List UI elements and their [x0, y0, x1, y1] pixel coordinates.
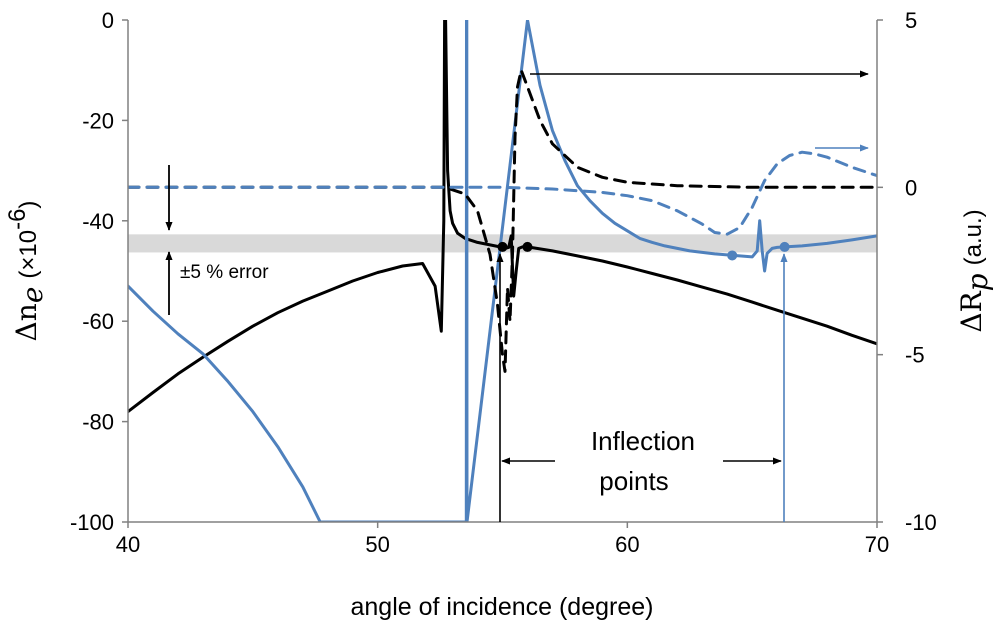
inflection-label-line2: points	[599, 466, 668, 496]
marker-layer	[497, 241, 790, 261]
series-layer	[128, 20, 877, 522]
error-band-label: ±5 % error	[180, 262, 269, 283]
y-left-tick-label: -80	[82, 410, 114, 435]
inflection-marker-1	[497, 241, 508, 252]
x-tick-label: 70	[865, 532, 889, 557]
y-left-exponent: -6	[4, 209, 31, 230]
y-left-close: )	[15, 201, 42, 209]
inflection-marker-4	[779, 241, 790, 252]
y-right-tick-label: 5	[905, 8, 917, 33]
y-right-tick-label: 0	[905, 175, 917, 200]
y-left-tick-label: -100	[70, 510, 114, 535]
y-right-tick-label: -5	[905, 343, 925, 368]
y-left-subscript: e	[16, 287, 49, 304]
y-right-units: (a.u.)	[960, 209, 987, 265]
y-right-subscript: p	[961, 273, 994, 291]
series-line-2	[128, 20, 877, 522]
inflection-label-line1: Inflection	[591, 426, 695, 456]
series-line-4	[128, 150, 877, 236]
y-left-tick-label: 0	[102, 8, 114, 33]
y-left-symbol: Δn	[10, 303, 43, 341]
y-axis-title-left: Δne (×10-6)	[4, 201, 49, 342]
inflection-marker-2	[522, 241, 533, 252]
y-axis-title-right: ΔRp (a.u.)	[955, 209, 994, 332]
y-right-tick-label: -10	[905, 510, 937, 535]
y-left-tick-label: -60	[82, 309, 114, 334]
series-line-3	[128, 68, 877, 373]
y-right-symbol: ΔR	[955, 290, 988, 332]
y-left-units: (×10	[15, 230, 42, 279]
y-left-tick-label: -40	[82, 209, 114, 234]
series-line-1	[128, 20, 877, 414]
y-left-tick-label: -20	[82, 108, 114, 133]
x-axis-title: angle of incidence (degree)	[351, 593, 654, 621]
inflection-marker-3	[727, 250, 738, 261]
x-tick-label: 60	[615, 532, 639, 557]
x-tick-label: 50	[365, 532, 389, 557]
x-tick-label: 40	[116, 532, 140, 557]
